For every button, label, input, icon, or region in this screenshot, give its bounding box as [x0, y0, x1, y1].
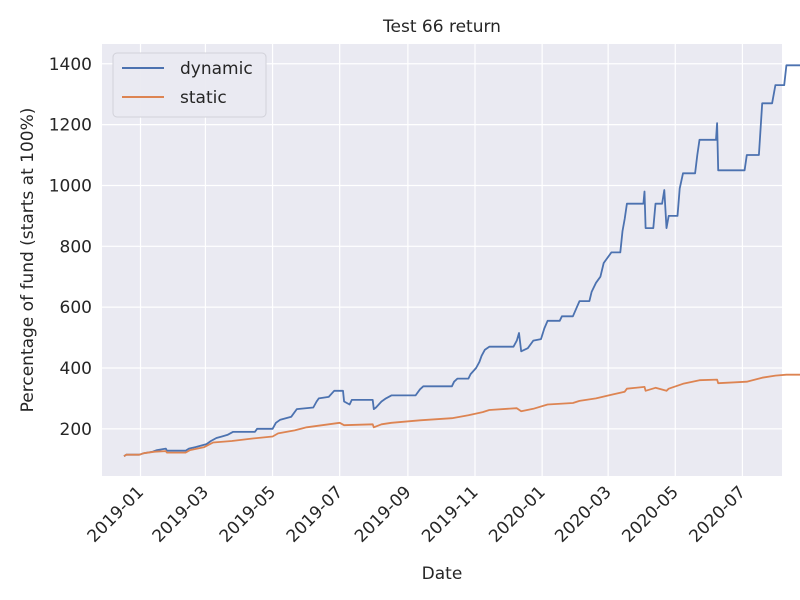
y-tick-label: 200: [60, 420, 92, 440]
legend-label-static: static: [180, 88, 227, 108]
legend: dynamic static: [112, 52, 267, 118]
y-tick-label: 800: [60, 237, 92, 257]
y-tick-label: 1400: [49, 55, 92, 75]
y-axis-ticks: 200 400 600 800 1000 1200 1400: [49, 55, 92, 440]
grid-lines: [102, 44, 782, 476]
legend-label-dynamic: dynamic: [180, 59, 253, 79]
x-axis-label: Date: [422, 564, 463, 584]
y-tick-label: 1000: [49, 176, 92, 196]
series-line-static: [123, 373, 800, 457]
y-axis-label: Percentage of fund (starts at 100%): [18, 108, 38, 413]
series-lines: [123, 64, 800, 457]
series-line-dynamic: [123, 64, 800, 457]
y-tick-label: 600: [60, 298, 92, 318]
y-tick-label: 400: [60, 359, 92, 379]
y-tick-label: 1200: [49, 116, 92, 136]
chart-title: Test 66 return: [382, 17, 501, 37]
